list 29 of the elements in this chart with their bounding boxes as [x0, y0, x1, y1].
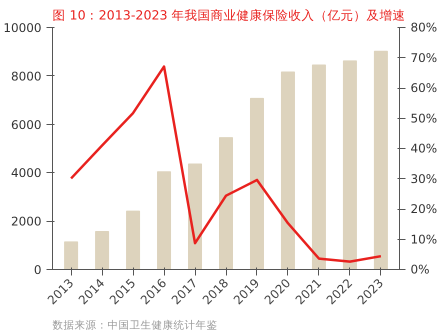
y2-tick-label: 50%: [410, 111, 438, 126]
source-note: 数据来源：中国卫生健康统计年鉴: [52, 318, 218, 332]
bar: [188, 163, 202, 270]
y2-tick-label: 0%: [410, 262, 430, 276]
bar: [218, 137, 234, 270]
y2-tick-label: 80%: [410, 20, 438, 34]
y-tick-label: 4000: [10, 166, 42, 180]
y2-tick-label: 30%: [410, 172, 438, 186]
y-tick-label: 0: [34, 263, 42, 277]
bar: [95, 231, 110, 270]
bar: [157, 171, 172, 270]
bar: [342, 60, 357, 270]
y-tick-label: 10000: [3, 21, 42, 35]
y-tick-label: 2000: [10, 214, 42, 229]
y2-tick-label: 70%: [410, 50, 438, 65]
bar: [64, 241, 78, 270]
bar: [250, 98, 264, 270]
y-tick-label: 6000: [10, 118, 42, 132]
y2-tick-label: 20%: [410, 202, 438, 216]
y2-tick-label: 10%: [410, 232, 438, 246]
y2-tick-label: 60%: [410, 81, 438, 95]
line-series: [70, 65, 382, 263]
bar: [280, 72, 295, 270]
y-tick-label: 8000: [10, 69, 42, 84]
bar: [312, 64, 326, 270]
chart-title: 图 10：2013-2023 年我国商业健康保险收入（亿元）及增速: [52, 8, 406, 22]
bar: [374, 50, 388, 270]
bar: [126, 210, 140, 270]
y2-tick-label: 40%: [410, 142, 438, 156]
